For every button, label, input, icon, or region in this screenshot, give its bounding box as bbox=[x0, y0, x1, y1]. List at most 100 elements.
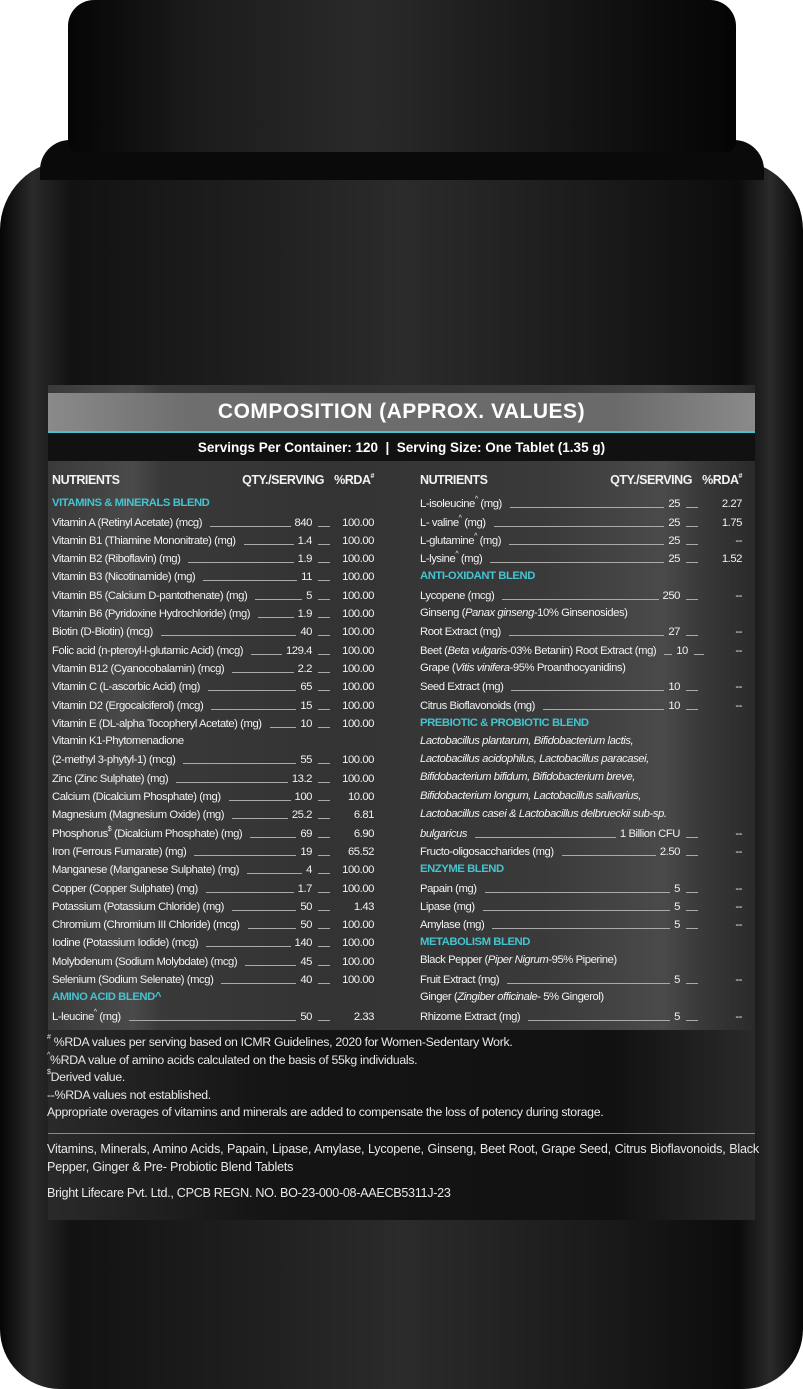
nutrient-name: Lycopene (mcg) bbox=[420, 589, 495, 602]
leader-line bbox=[686, 562, 698, 564]
leader-line bbox=[318, 690, 330, 692]
qty-per-serving: 140 bbox=[294, 937, 313, 950]
rda-percent: -- bbox=[735, 626, 742, 639]
rda-percent: 65.52 bbox=[347, 845, 374, 858]
leader-line bbox=[318, 653, 330, 655]
header-rda-text: %RDA bbox=[702, 473, 739, 487]
nutrient-row: Lycopene (mcg) 250 -- bbox=[420, 585, 742, 603]
nutrient-row: Vitamin B6 (Pyridoxine Hydrochloride) (m… bbox=[52, 604, 374, 622]
leader-line bbox=[508, 635, 665, 637]
leader-line bbox=[686, 854, 698, 856]
leader-line bbox=[243, 543, 294, 545]
nutrient-row: Vitamin C (L-ascorbic Acid) (mg) 65 100.00 bbox=[52, 677, 374, 695]
rda-percent: -- bbox=[735, 974, 742, 987]
qty-per-serving: 25 bbox=[668, 498, 680, 511]
qty-per-serving: 40 bbox=[300, 626, 312, 639]
rda-percent: 100.00 bbox=[342, 754, 374, 767]
header-qty: QTY./SERVING bbox=[610, 473, 692, 487]
leader-line bbox=[686, 635, 698, 637]
rda-percent: 2.27 bbox=[721, 498, 743, 511]
italic-text: Bifidobacterium bifidum, Bifidobacterium… bbox=[420, 771, 635, 784]
rda-percent: 100.00 bbox=[342, 974, 374, 987]
leader-line bbox=[247, 928, 297, 930]
header-rda: %RDA# bbox=[324, 473, 374, 487]
rda-percent: 2.33 bbox=[353, 1010, 375, 1023]
qty-per-serving: 5 bbox=[306, 589, 312, 602]
rda-percent: 10.00 bbox=[347, 791, 374, 804]
leader-line bbox=[686, 836, 698, 838]
leader-line bbox=[318, 873, 330, 875]
nutrient-row: Vitamin D2 (Ergocalciferol) (mcg) 15 100.0… bbox=[52, 695, 374, 713]
qty-per-serving: 25 bbox=[668, 534, 680, 547]
nutrient-row: Potassium (Potassium Chloride) (mg) 50 1.4… bbox=[52, 897, 374, 915]
qty-per-serving: 45 bbox=[300, 955, 312, 968]
leader-line bbox=[247, 873, 303, 875]
nutrient-row: Molybdenum (Sodium Molybdate) (mcg) 45 100… bbox=[52, 951, 374, 969]
leader-line bbox=[492, 928, 671, 930]
nutrient-name: Papain (mg) bbox=[420, 882, 477, 895]
qty-per-serving: 1.4 bbox=[297, 534, 313, 547]
qty-per-serving: 65 bbox=[300, 681, 312, 694]
superscript: ^ bbox=[474, 532, 477, 540]
nutrient-row: L-isoleucine^ (mg) 25 2.27 bbox=[420, 494, 742, 512]
nutrients-column-left: NUTRIENTS QTY./SERVING %RDA# VITAMINS & … bbox=[52, 470, 375, 1025]
nutrient-name: Vitamin B12 (Cyanocobalamin) (mcg) bbox=[52, 662, 225, 675]
nutrient-row: Vitamin B1 (Thiamine Mononitrate) (mg) 1.… bbox=[52, 531, 374, 549]
leader-line bbox=[318, 562, 330, 564]
leader-line bbox=[318, 598, 330, 600]
superscript: $ bbox=[107, 825, 112, 833]
qty-per-serving: 40 bbox=[300, 974, 312, 987]
italic-text: Lactobacillus plantarum, Bifidobacterium… bbox=[420, 734, 634, 747]
qty-per-serving: 1 Billion CFU bbox=[619, 827, 681, 840]
nutrient-row: Copper (Copper Sulphate) (mg) 1.7 100.00 bbox=[52, 878, 374, 896]
rda-percent: -- bbox=[735, 534, 742, 547]
leader-line bbox=[194, 854, 297, 856]
nutrient-row: Biotin (D-Biotin) (mcg) 40 100.00 bbox=[52, 622, 374, 640]
rda-percent: 6.90 bbox=[353, 827, 375, 840]
rda-percent: -- bbox=[735, 827, 742, 840]
nutrient-row: Amylase (mg) 5 -- bbox=[420, 915, 742, 933]
rda-percent: 100.00 bbox=[342, 644, 374, 657]
italic-text: Lactobacillus acidophilus, Lactobacillus… bbox=[420, 753, 649, 766]
rda-percent: 100.00 bbox=[342, 571, 374, 584]
nutrient-name: Beet (Beta vulgaris-03% Betanin) Root Ex… bbox=[420, 644, 657, 657]
nutrient-row: Root Extract (mg) 27 -- bbox=[420, 622, 742, 640]
nutrient-row: Lipase (mg) 5 -- bbox=[420, 897, 742, 915]
nutrient-row: Fructo-oligosaccharides (mg) 2.50 -- bbox=[420, 842, 742, 860]
rda-percent: 100.00 bbox=[342, 864, 374, 877]
nutrient-row: Seed Extract (mg) 10 -- bbox=[420, 677, 742, 695]
qty-per-serving: 1.7 bbox=[297, 882, 313, 895]
section-heading: ENZYME BLEND bbox=[420, 862, 504, 875]
leader-line bbox=[318, 983, 330, 985]
footnote: # %RDA values per serving based on ICMR … bbox=[47, 1034, 513, 1049]
leader-line bbox=[251, 653, 282, 655]
nutrient-name: Potassium (Potassium Chloride) (mg) bbox=[52, 900, 224, 913]
nutrient-row: Vitamin B12 (Cyanocobalamin) (mcg) 2.2 100… bbox=[52, 659, 374, 677]
nutrient-row: Selenium (Sodium Selenate) (mcg) 40 100.00 bbox=[52, 970, 374, 988]
rda-percent: 100.00 bbox=[342, 681, 374, 694]
nutrient-row: Rhizome Extract (mg) 5 -- bbox=[420, 1006, 742, 1024]
footnote: Appropriate overages of vitamins and min… bbox=[47, 1105, 604, 1119]
header-nutrients: NUTRIENTS bbox=[52, 473, 120, 487]
leader-line bbox=[269, 726, 297, 728]
nutrient-row: Folic acid (n-pteroyl-l-glutamic Acid) (… bbox=[52, 640, 374, 658]
nutrient-label-line: Vitamin K1-Phytomenadione bbox=[52, 734, 184, 747]
footnote-symbol: ^ bbox=[47, 1051, 50, 1059]
rda-percent: 100.00 bbox=[342, 608, 374, 621]
qty-per-serving: 840 bbox=[294, 516, 313, 529]
nutrient-label-line: Ginger (Zingiber officinale- 5% Gingerol… bbox=[420, 991, 604, 1004]
ingredients-text: Vitamins, Minerals, Amino Acids, Papain,… bbox=[47, 1142, 759, 1174]
nutrient-name: Amylase (mg) bbox=[420, 919, 485, 932]
leader-line bbox=[493, 525, 665, 527]
leader-line bbox=[250, 836, 297, 838]
header-rda: %RDA# bbox=[692, 473, 742, 487]
qty-per-serving: 13.2 bbox=[291, 772, 313, 785]
rda-percent: -- bbox=[735, 900, 742, 913]
leader-line bbox=[511, 690, 665, 692]
nutrient-row: Vitamin B3 (Nicotinamide) (mg) 11 100.00 bbox=[52, 567, 374, 585]
nutrient-name: Chromium (Chromium III Chloride) (mcg) bbox=[52, 919, 240, 932]
nutrient-row: bulgaricus 1 Billion CFU -- bbox=[420, 823, 742, 841]
rda-percent: -- bbox=[735, 589, 742, 602]
nutrient-row: Citrus Bioflavonoids (mg) 10 -- bbox=[420, 695, 742, 713]
rda-percent: -- bbox=[735, 681, 742, 694]
